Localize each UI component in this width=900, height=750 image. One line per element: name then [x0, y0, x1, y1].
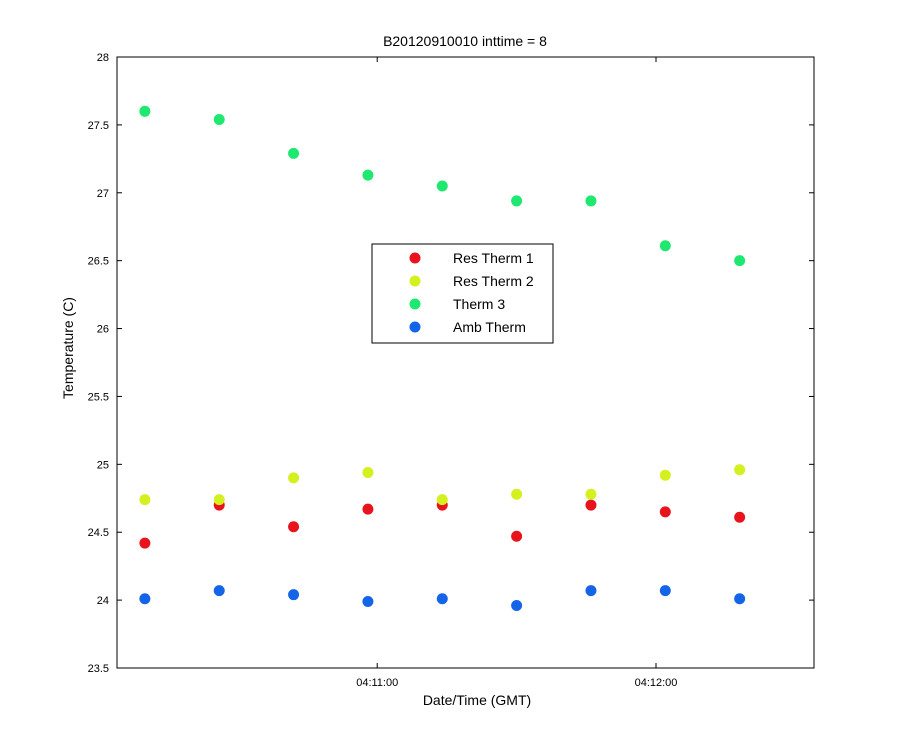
x-axis: 04:11:00 04:12:00 [356, 57, 677, 689]
y-tick-label: 25.5 [88, 391, 109, 403]
series-therm-3 [139, 105, 746, 267]
data-point [659, 585, 671, 597]
y-tick-label: 23.5 [88, 663, 109, 675]
data-point [585, 585, 597, 597]
y-tick-label: 24.5 [88, 527, 109, 539]
data-point [362, 503, 374, 515]
data-point [288, 589, 300, 601]
data-point [288, 521, 300, 533]
data-point [362, 595, 374, 607]
data-point [511, 488, 523, 500]
plot-area [116, 56, 815, 669]
data-point [734, 511, 746, 523]
y-axis: 23.5 24 24.5 25 25.5 26 26.5 27 27.5 28 [88, 52, 814, 675]
legend-marker [409, 275, 421, 287]
data-point [659, 469, 671, 481]
data-point [436, 180, 448, 192]
y-axis-label: Temperature (C) [60, 297, 76, 399]
legend-box [371, 243, 554, 344]
chart-title: B20120910010 inttime = 8 [383, 33, 547, 49]
x-tick-label: 04:12:00 [635, 677, 678, 689]
data-point [436, 593, 448, 605]
legend-marker [409, 298, 421, 310]
legend-label: Res Therm 1 [453, 250, 534, 266]
legend-marker [409, 252, 421, 264]
x-axis-label: Date/Time (GMT) [423, 692, 531, 708]
data-point [511, 530, 523, 542]
data-point [585, 499, 597, 511]
data-point [734, 593, 746, 605]
data-point [288, 147, 300, 159]
data-point [436, 494, 448, 506]
data-point [139, 105, 151, 117]
data-point [362, 466, 374, 478]
data-points [139, 105, 746, 612]
legend: Res Therm 1 Res Therm 2 Therm 3 Amb Therm [371, 243, 554, 344]
data-point [585, 195, 597, 207]
x-tick-label: 04:11:00 [356, 677, 398, 689]
y-tick-label: 24 [97, 595, 109, 607]
data-point [585, 488, 597, 500]
data-point [213, 585, 225, 597]
y-tick-label: 28 [97, 52, 109, 64]
y-tick-label: 25 [97, 459, 109, 471]
data-point [213, 494, 225, 506]
data-point [734, 464, 746, 476]
data-point [139, 494, 151, 506]
y-tick-label: 26 [97, 324, 109, 336]
data-point [288, 472, 300, 484]
data-point [139, 593, 151, 605]
legend-label: Therm 3 [453, 296, 505, 312]
data-point [734, 255, 746, 267]
data-point [659, 240, 671, 252]
y-tick-label: 27 [97, 188, 109, 200]
data-point [511, 195, 523, 207]
y-tick-label: 26.5 [88, 256, 109, 268]
series-amb-therm [139, 585, 746, 612]
series-res-therm-2 [139, 464, 746, 506]
data-point [362, 169, 374, 181]
data-point [139, 537, 151, 549]
legend-label: Res Therm 2 [453, 273, 534, 289]
data-point [659, 506, 671, 518]
legend-marker [409, 321, 421, 333]
data-point [511, 600, 523, 612]
y-tick-label: 27.5 [88, 120, 109, 132]
data-point [213, 113, 225, 125]
legend-label: Amb Therm [453, 319, 526, 335]
